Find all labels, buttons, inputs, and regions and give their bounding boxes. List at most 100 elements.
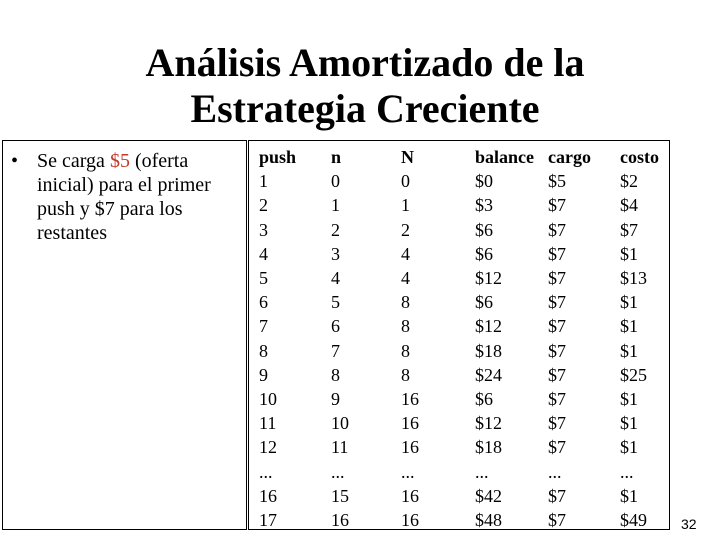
cell-n: 3: [331, 243, 340, 264]
cell-cargo: $7: [548, 389, 566, 410]
cell-N: 8: [401, 316, 410, 337]
cell-cargo: $7: [548, 316, 566, 337]
cell-balance: $3: [475, 195, 493, 216]
cell-costo: $2: [620, 171, 638, 192]
cell-cargo: $7: [548, 195, 566, 216]
cell-costo: $1: [620, 389, 638, 410]
cell-costo: $7: [620, 219, 638, 240]
cell-n: 6: [331, 316, 340, 337]
cell-n: 11: [331, 437, 349, 458]
bullet-text-after: (oferta inicial) para el primer push y $…: [37, 150, 211, 244]
cell-balance: $24: [475, 364, 502, 385]
cell-push: 1: [259, 171, 268, 192]
cell-balance: ...: [475, 461, 489, 482]
cell-push: 16: [259, 485, 277, 506]
column-N: N 0 1 2 4 4 8 8 8 8 16 16 16... 16 16: [401, 145, 419, 532]
cell-N: 2: [401, 219, 410, 240]
cell-n: 10: [331, 413, 349, 434]
cell-N: 16: [401, 437, 419, 458]
cell-n: 0: [331, 171, 340, 192]
cell-N: 4: [401, 268, 410, 289]
bullet-item: • Se carga $5 (oferta inicial) para el p…: [11, 149, 239, 245]
cell-N: 16: [401, 389, 419, 410]
cell-n: 15: [331, 485, 349, 506]
bullet-text: Se carga $5 (oferta inicial) para el pri…: [11, 149, 239, 245]
cell-balance: $6: [475, 219, 493, 240]
cell-push: 11: [259, 413, 277, 434]
cell-N: 8: [401, 340, 410, 361]
cell-balance: $48: [475, 510, 502, 531]
cell-N: 1: [401, 195, 410, 216]
cell-n: ...: [331, 461, 345, 482]
page-number: 32: [681, 516, 697, 532]
cell-costo: $25: [620, 364, 647, 385]
cell-balance: $6: [475, 389, 493, 410]
cell-push: 5: [259, 268, 268, 289]
cell-costo: $1: [620, 413, 638, 434]
bullet-text-before: Se carga: [37, 150, 110, 172]
slide-title-line-1: Análisis Amortizado de la: [145, 40, 585, 85]
cell-balance: $12: [475, 268, 502, 289]
cell-push: 8: [259, 340, 268, 361]
cell-balance: $6: [475, 243, 493, 264]
cell-costo: $1: [620, 292, 638, 313]
cell-N: 16: [401, 413, 419, 434]
cell-balance: $6: [475, 292, 493, 313]
cell-costo: ...: [620, 461, 634, 482]
cell-n: 2: [331, 219, 340, 240]
cell-n: 1: [331, 195, 340, 216]
cell-cargo: $7: [548, 364, 566, 385]
cell-n: 9: [331, 389, 340, 410]
cell-cargo: ...: [548, 461, 562, 482]
cell-push: 6: [259, 292, 268, 313]
cell-push: 10: [259, 389, 277, 410]
column-push: push 1 2 3 4 5 6 7 8 9 10 11 12... 16 17: [259, 145, 296, 532]
cell-costo: $4: [620, 195, 638, 216]
bullet-highlight: $5: [109, 150, 130, 172]
cell-cargo: $7: [548, 340, 566, 361]
cell-costo: $49: [620, 510, 647, 531]
cell-N: 4: [401, 243, 410, 264]
header-balance: balance: [475, 147, 535, 167]
cell-costo: $1: [620, 437, 638, 458]
slide-title-line-2: Estrategia Creciente: [190, 86, 540, 131]
cell-push: ...: [259, 461, 273, 482]
bullet-box: • Se carga $5 (oferta inicial) para el p…: [2, 140, 247, 530]
column-balance: balance $0 $3 $6 $6 $12 $6 $12 $18 $24 $6 $12 $18..…: [475, 145, 534, 532]
cell-costo: $1: [620, 485, 638, 506]
column-cargo: cargo $5 $7 $7 $7 $7 $7 $7 $7 $7 $7 $7 $7... $7 $7: [548, 145, 591, 532]
cell-cargo: $7: [548, 437, 566, 458]
bullet-symbol: •: [11, 150, 19, 172]
cell-push: 2: [259, 195, 268, 216]
header-push: push: [259, 147, 297, 167]
cell-push: 12: [259, 437, 277, 458]
cell-cargo: $7: [548, 219, 566, 240]
cell-cargo: $7: [548, 268, 566, 289]
cell-balance: $12: [475, 316, 502, 337]
cell-balance: $12: [475, 413, 502, 434]
cell-push: 9: [259, 364, 268, 385]
cell-balance: $18: [475, 437, 502, 458]
header-n: n: [331, 147, 342, 167]
cell-cargo: $7: [548, 510, 566, 531]
cell-n: 8: [331, 364, 340, 385]
cell-cargo: $7: [548, 485, 566, 506]
cell-push: 17: [259, 510, 277, 531]
cell-cargo: $5: [548, 171, 566, 192]
column-n: n 0 1 2 3 4 5 6 7 8 9 10 11... 15 16: [331, 145, 349, 532]
cell-N: ...: [401, 461, 415, 482]
cell-cargo: $7: [548, 243, 566, 264]
cell-costo: $13: [620, 268, 647, 289]
cell-cargo: $7: [548, 413, 566, 434]
header-costo: costo: [620, 147, 659, 167]
cell-N: 8: [401, 364, 410, 385]
cell-n: 4: [331, 268, 340, 289]
cell-N: 16: [401, 485, 419, 506]
cell-push: 7: [259, 316, 268, 337]
cell-n: 16: [331, 510, 349, 531]
cell-N: 16: [401, 510, 419, 531]
cell-N: 8: [401, 292, 410, 313]
column-costo: costo $2 $4 $7 $1 $13 $1 $1 $1 $25 $1 $1 $1... $1 $49: [620, 145, 659, 532]
cell-balance: $0: [475, 171, 493, 192]
